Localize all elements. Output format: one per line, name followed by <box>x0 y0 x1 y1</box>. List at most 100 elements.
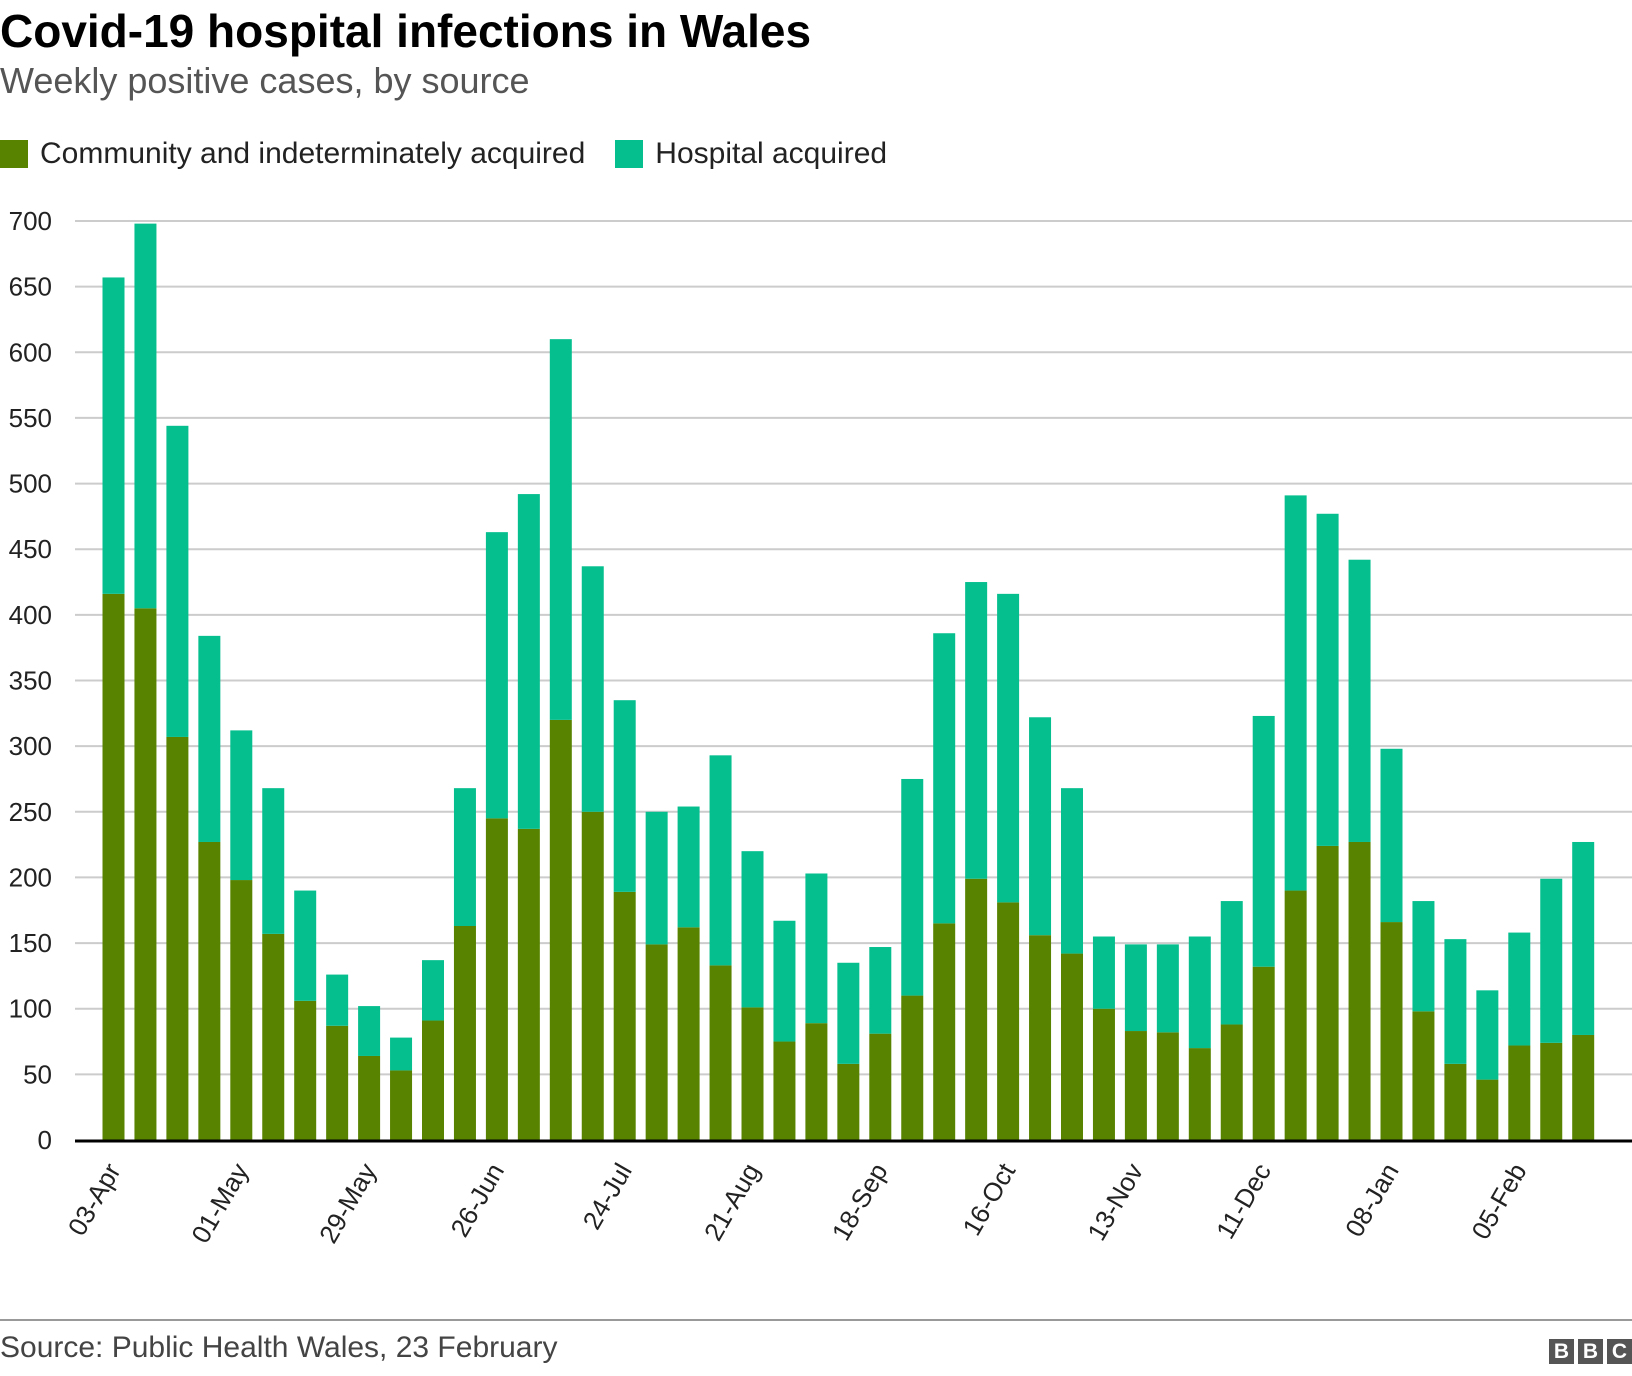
bar-community <box>358 1055 381 1140</box>
bar-community <box>517 828 540 1140</box>
bar-hospital <box>1092 936 1115 1009</box>
bar-community <box>837 1063 860 1140</box>
bar-hospital <box>677 806 700 928</box>
source-note: Source: Public Health Wales, 23 February <box>0 1331 558 1364</box>
y-tick-label: 350 <box>9 666 52 696</box>
legend-label-community: Community and indeterminately acquired <box>40 137 586 170</box>
x-tick-label: 18-Sep <box>826 1158 894 1246</box>
bar-hospital <box>581 566 604 812</box>
bar-hospital <box>294 890 317 1001</box>
x-tick-label: 03-Apr <box>62 1158 127 1241</box>
legend-swatch-hospital <box>615 140 644 168</box>
bar-hospital <box>1188 936 1211 1049</box>
x-tick-label: 24-Jul <box>577 1158 638 1234</box>
y-tick-label: 400 <box>9 600 52 630</box>
bar-hospital <box>805 873 828 1024</box>
bar-hospital <box>326 974 349 1026</box>
bar-hospital <box>773 920 796 1042</box>
bar-community <box>453 926 476 1140</box>
legend-item-hospital: Hospital acquired <box>615 137 887 171</box>
bar-hospital <box>358 1006 381 1056</box>
bar-community <box>741 1007 764 1140</box>
x-tick-label: 26-Jun <box>444 1158 510 1242</box>
bar-hospital <box>453 788 476 927</box>
bar-hospital <box>1156 944 1179 1033</box>
bar-hospital <box>1061 788 1083 954</box>
bar-community <box>1029 935 1052 1140</box>
bar-hospital <box>837 962 860 1064</box>
y-tick-label: 600 <box>9 337 52 367</box>
bar-community <box>1380 922 1403 1140</box>
bar-hospital <box>485 532 508 819</box>
bar-hospital <box>262 788 285 934</box>
bar-community <box>1540 1042 1563 1140</box>
y-tick-label: 700 <box>9 206 52 236</box>
bar-community <box>1188 1048 1211 1140</box>
bar-hospital <box>1476 990 1499 1080</box>
y-tick-label: 300 <box>9 731 52 761</box>
bar-community <box>773 1041 796 1140</box>
bar-community <box>645 944 668 1140</box>
x-tick-label: 21-Aug <box>698 1158 766 1246</box>
y-tick-label: 0 <box>38 1125 52 1155</box>
y-tick-label: 250 <box>9 797 52 827</box>
bar-community <box>1572 1034 1595 1140</box>
bar-hospital <box>709 755 732 966</box>
y-tick-label: 200 <box>9 862 52 892</box>
chart-title: Covid-19 hospital infections in Wales <box>0 5 812 57</box>
bar-community <box>198 841 221 1140</box>
bar-community <box>677 927 700 1140</box>
bar-community <box>933 923 956 1140</box>
bar-hospital <box>1124 944 1147 1032</box>
bar-hospital <box>741 851 764 1008</box>
bar-hospital <box>1220 901 1243 1025</box>
bar-community <box>134 608 157 1140</box>
bar-hospital <box>1412 901 1435 1012</box>
bar-community <box>1348 841 1371 1140</box>
bar-hospital <box>390 1037 413 1071</box>
x-tick-label: 11-Dec <box>1210 1158 1277 1244</box>
bar-hospital <box>549 339 572 720</box>
y-tick-label: 500 <box>9 469 52 499</box>
bar-hospital <box>198 635 221 842</box>
bar-hospital <box>422 960 444 1021</box>
bar-hospital <box>102 277 125 594</box>
y-tick-label: 100 <box>9 994 52 1024</box>
bar-community <box>262 933 285 1140</box>
bar-community <box>326 1025 349 1140</box>
footer-divider <box>0 1319 1632 1321</box>
y-tick-label: 150 <box>9 928 52 958</box>
bar-community <box>485 818 508 1140</box>
chart-subtitle: Weekly positive cases, by source <box>0 60 530 101</box>
y-tick-label: 50 <box>23 1059 52 1089</box>
bar-community <box>1252 966 1275 1140</box>
bar-hospital <box>1508 932 1531 1046</box>
bar-community <box>166 736 189 1140</box>
x-tick-label: 08-Jan <box>1339 1158 1405 1242</box>
bar-hospital <box>613 700 636 892</box>
bar-community <box>901 995 924 1140</box>
bbc-logo-letter: B <box>1578 1339 1603 1364</box>
bar-community <box>102 593 125 1140</box>
y-tick-label: 450 <box>9 534 52 564</box>
bar-hospital <box>1380 748 1403 923</box>
bar-hospital <box>166 425 189 737</box>
stacked-bar-chart: 0 50 100 150 200 250 300 350 400 450 500 550 600 650 7… <box>9 206 1632 1248</box>
bar-hospital <box>1284 495 1307 891</box>
bar-hospital <box>1316 513 1339 846</box>
bar-hospital <box>965 582 988 879</box>
legend-swatch-community <box>0 140 28 168</box>
bar-community <box>230 880 253 1140</box>
bar-hospital <box>645 811 668 945</box>
bar-hospital <box>997 593 1020 903</box>
bar-community <box>1508 1045 1531 1140</box>
bar-hospital <box>134 223 157 609</box>
bar-community <box>997 902 1020 1140</box>
bar-community <box>1412 1011 1435 1140</box>
bar-hospital <box>933 633 956 924</box>
x-tick-label: 05-Feb <box>1465 1158 1532 1244</box>
bar-hospital <box>1252 715 1275 967</box>
bar-community <box>549 719 572 1140</box>
legend: Community and indeterminately acquired H… <box>0 137 917 171</box>
bar-community <box>1156 1032 1179 1140</box>
